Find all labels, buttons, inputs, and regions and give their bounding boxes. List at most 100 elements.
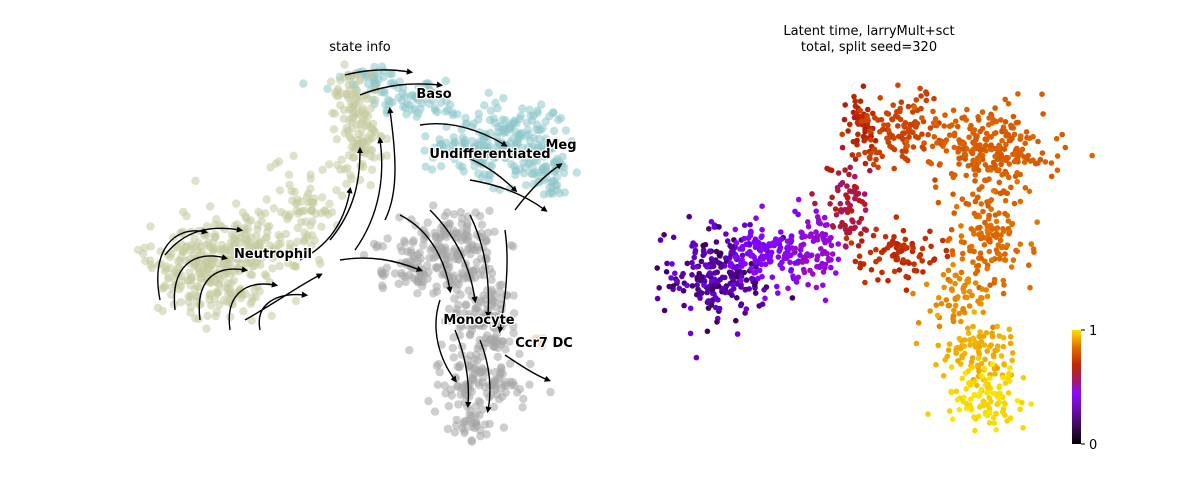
point-monocyte (419, 241, 428, 250)
point-neutrophil (369, 126, 379, 135)
point-neutrophil (268, 264, 277, 273)
velocity-streamline (299, 186, 353, 261)
point-monocyte (467, 437, 477, 446)
point-undifferentiated (420, 146, 429, 155)
latent-time-point (824, 165, 830, 172)
latent-time-point (943, 148, 950, 154)
latent-time-point (975, 262, 982, 269)
latent-time-point (996, 383, 1003, 389)
latent-time-point (921, 140, 927, 146)
point-undifferentiated (567, 137, 576, 146)
latent-time-point (983, 330, 990, 336)
point-monocyte (470, 355, 479, 364)
latent-time-point (956, 276, 963, 282)
latent-time-point (862, 160, 869, 167)
point-undifferentiated (542, 145, 551, 154)
latent-time-point (980, 402, 987, 409)
point-neutrophil (300, 228, 309, 237)
latent-time-point (1009, 221, 1015, 228)
latent-time-point (1006, 370, 1012, 377)
latent-time-point (738, 302, 744, 309)
latent-time-point (820, 269, 827, 275)
point-monocyte (496, 363, 506, 372)
latent-time-point (911, 104, 918, 110)
point-undifferentiated (521, 153, 530, 162)
latent-time-point (861, 191, 868, 197)
latent-time-point (955, 358, 961, 364)
latent-time-point (733, 317, 739, 324)
latent-time-point (928, 243, 934, 250)
point-baso (399, 102, 408, 112)
point-neutrophil (356, 120, 365, 129)
point-meg (532, 156, 542, 166)
latent-time-point (663, 269, 670, 275)
latent-time-point (969, 355, 976, 361)
latent-time-point (936, 294, 942, 301)
latent-time-point (979, 286, 985, 292)
latent-time-point (970, 191, 976, 197)
point-neutrophil (247, 316, 256, 325)
latent-time-point (1002, 251, 1008, 257)
point-neutrophil (328, 109, 337, 118)
latent-time-point (1004, 190, 1010, 197)
point-neutrophil (276, 207, 286, 217)
latent-time-point (759, 203, 765, 209)
point-neutrophil (246, 233, 256, 242)
latent-time-point (848, 240, 855, 246)
latent-time-point (950, 315, 956, 322)
latent-time-point (982, 142, 989, 149)
point-monocyte (485, 419, 494, 429)
latent-time-point (942, 357, 948, 363)
point-undifferentiated (534, 140, 543, 150)
latent-time-point (976, 117, 982, 123)
latent-time-point (984, 348, 990, 354)
latent-time-point (959, 115, 965, 121)
latent-time-point (985, 381, 992, 388)
point-monocyte (462, 385, 471, 394)
latent-time-point (981, 242, 988, 248)
latent-time-point (718, 264, 724, 270)
latent-time-point (1035, 160, 1041, 166)
latent-time-point (734, 295, 740, 301)
point-neutrophil (317, 208, 326, 218)
latent-time-point (1020, 374, 1027, 381)
point-monocyte (546, 387, 555, 397)
latent-time-point (958, 155, 964, 161)
latent-time-point (744, 250, 751, 257)
point-neutrophil (204, 238, 213, 248)
latent-time-point (848, 208, 855, 214)
latent-time-point (1008, 184, 1014, 191)
latent-time-point (824, 222, 830, 228)
latent-time-point (994, 401, 1000, 408)
point-neutrophil (213, 279, 223, 288)
latent-time-point (984, 402, 991, 408)
latent-time-point (1019, 399, 1025, 406)
latent-time-point (891, 146, 898, 153)
latent-time-point (1028, 241, 1035, 247)
latent-time-point (956, 310, 962, 317)
point-neutrophil (207, 301, 216, 310)
point-undifferentiated (455, 161, 464, 170)
latent-time-point (971, 379, 978, 385)
latent-time-point (945, 347, 952, 353)
latent-time-point (860, 133, 867, 140)
point-undifferentiated (470, 142, 479, 152)
point-neutrophil (186, 291, 196, 300)
latent-time-point (879, 153, 886, 160)
latent-time-point (701, 282, 707, 288)
latent-time-point (753, 238, 760, 244)
point-monocyte (509, 328, 518, 338)
latent-time-point (913, 97, 920, 103)
latent-time-point (1039, 150, 1046, 156)
point-monocyte (429, 289, 438, 298)
point-meg (559, 168, 569, 178)
latent-time-point (994, 323, 1000, 330)
latent-time-point (676, 285, 683, 292)
latent-time-point (852, 156, 859, 162)
latent-time-point (775, 254, 782, 260)
latent-time-point (857, 107, 863, 114)
velocity-streamline (399, 214, 453, 294)
point-neutrophil (253, 220, 263, 230)
latent-time-point (1003, 141, 1009, 148)
latent-time-point (844, 183, 850, 189)
